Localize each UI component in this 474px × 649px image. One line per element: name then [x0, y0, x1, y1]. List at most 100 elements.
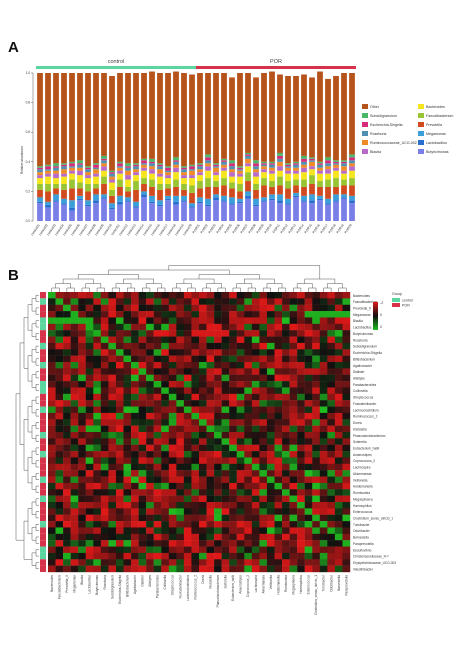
heatmap-cell: [161, 323, 169, 331]
heatmap-cell: [266, 540, 275, 547]
row-group-control: [40, 451, 46, 458]
heatmap-cell: [342, 323, 351, 331]
heatmap-cell: [183, 502, 192, 509]
heatmap-cell: [297, 381, 305, 388]
heatmap-cell: [161, 482, 169, 490]
heatmap-cell: [259, 381, 268, 388]
heatmap-cell: [236, 559, 245, 566]
heatmap-cell: [199, 362, 207, 369]
heatmap-cell: [206, 412, 215, 420]
heatmap-cell: [251, 393, 260, 401]
heatmap-cell: [115, 533, 124, 541]
x-tick-label: POR07: [240, 223, 249, 234]
bar-segment-Butyricimonas: [157, 206, 163, 221]
heatmap-cell: [131, 425, 139, 433]
heatmap-cell: [221, 425, 230, 433]
heatmap-cell: [168, 470, 177, 477]
heatmap-cell: [138, 355, 147, 363]
bar-segment-Bacteroides: [37, 178, 43, 184]
heatmap-cell: [153, 559, 162, 566]
heatmap-cell: [289, 540, 298, 547]
dendrogram-link: [35, 384, 39, 391]
heatmap-cell: [199, 374, 207, 382]
heatmap-cell: [183, 565, 192, 573]
heatmap-cell: [153, 342, 162, 350]
bar-segment-Subdoligranulum: [269, 161, 275, 164]
heatmap-cell: [63, 533, 71, 541]
bar-segment-Ruminococcaceae_UCG-002: [341, 166, 347, 171]
heatmap-cell: [108, 292, 117, 299]
heatmap-cell: [312, 540, 320, 547]
dendrogram-link: [278, 287, 287, 292]
bar-segment-Blautia: [229, 172, 235, 177]
heatmap-cell: [236, 457, 245, 465]
bar-segment-Blautia: [333, 167, 339, 171]
heatmap-cell: [206, 521, 215, 528]
heatmap-cell: [70, 470, 79, 477]
heatmap-cell: [100, 521, 109, 528]
bar-segment-Butyricimonas: [149, 203, 155, 221]
heatmap-cell: [236, 508, 245, 515]
heatmap-cell: [236, 514, 245, 522]
column-dendrogram: [51, 265, 347, 292]
dendrogram-link: [35, 460, 39, 468]
heatmap-cell: [131, 444, 139, 452]
heatmap-cell: [266, 546, 275, 554]
heatmap-cell: [161, 508, 169, 515]
bar-segment-Faecalibacterium: [173, 179, 179, 187]
heatmap-cell: [108, 495, 117, 503]
heatmap-cell: [93, 457, 102, 465]
heatmap-cell: [78, 482, 86, 490]
heatmap-cell: [191, 311, 200, 318]
heatmap-cell: [282, 412, 290, 420]
heatmap-cell: [297, 323, 305, 331]
heatmap-cell: [221, 533, 230, 541]
bar-segment-Ruminococcaceae_UCG-002: [77, 167, 83, 171]
heatmap-cell: [342, 349, 351, 356]
heatmap-cell: [115, 412, 124, 420]
heatmap-cell: [334, 451, 343, 458]
bar-segment-Lactobacillus: [61, 203, 67, 205]
heatmap-cell: [259, 546, 268, 554]
heatmap-cell: [214, 381, 222, 388]
bar-segment-Subdoligranulum: [341, 160, 347, 162]
row-label: Veillonella: [353, 478, 368, 482]
heatmap-cell: [221, 355, 230, 363]
dendrogram-link: [236, 283, 253, 288]
heatmap-cell: [251, 311, 260, 318]
heatmap-cell: [236, 292, 245, 299]
heatmap-cell: [63, 451, 71, 458]
bar-segment-Butyricimonas: [133, 207, 139, 221]
heatmap-cell: [327, 368, 336, 375]
heatmap-cell: [176, 393, 185, 401]
row-label: Phascolarctobacterium: [353, 434, 386, 438]
bar-segment-Other: [181, 73, 187, 167]
bar-segment-Butyricimonas: [197, 203, 203, 221]
heatmap-cell: [168, 489, 177, 496]
heatmap-cell: [304, 393, 313, 401]
heatmap-cell: [55, 495, 64, 503]
row-group-POR: [40, 470, 46, 477]
heatmap-cell: [282, 552, 290, 560]
bar-segment-Bacteroides: [197, 175, 203, 182]
heatmap-cell: [191, 298, 200, 305]
bar-segment-Prevotella: [269, 186, 275, 195]
bar-segment-Megamonas: [133, 201, 139, 207]
heatmap-cell: [229, 374, 237, 382]
heatmap-cell: [93, 514, 102, 522]
heatmap-cell: [153, 476, 162, 484]
dendrogram-link: [35, 294, 39, 302]
heatmap-cell: [251, 438, 260, 445]
heatmap-cell: [214, 292, 222, 299]
heatmap-cell: [214, 412, 222, 420]
heatmap-cell: [282, 387, 290, 395]
heatmap-cell: [206, 368, 215, 375]
heatmap-cell: [85, 495, 94, 503]
heatmap-cell: [266, 527, 275, 535]
heatmap-cell: [342, 546, 351, 554]
heatmap-cell: [206, 451, 215, 458]
heatmap-cell: [229, 508, 237, 515]
heatmap-cell: [70, 406, 79, 414]
heatmap-cell: [93, 387, 102, 395]
bar-segment-Prevotella: [333, 186, 339, 195]
